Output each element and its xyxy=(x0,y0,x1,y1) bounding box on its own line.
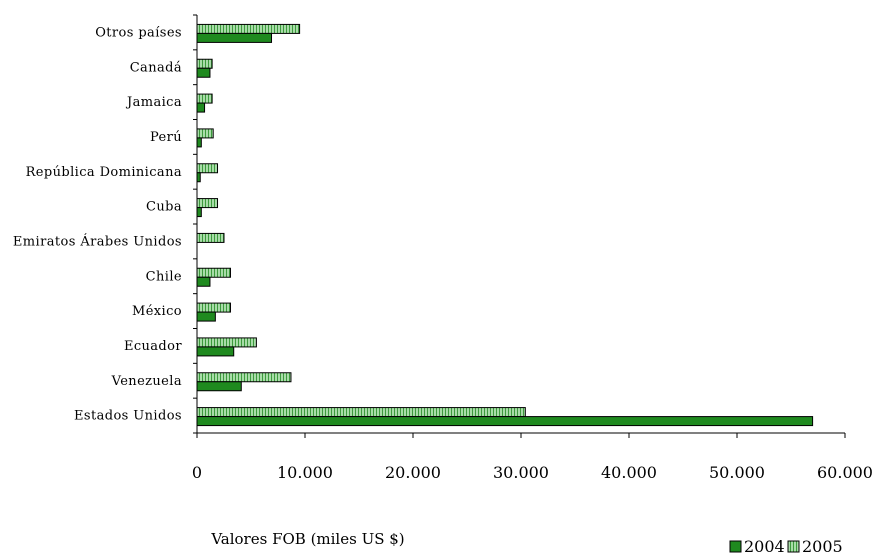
x-tick-label: 10.000 xyxy=(277,463,333,482)
category-label: Canadá xyxy=(130,60,182,75)
category-label: Estados Unidos xyxy=(74,409,182,424)
labels-layer: 0 10.000 20.000 30.000 40.000 50.000 60.000 Est… xyxy=(13,25,873,548)
bar-2004 xyxy=(196,346,235,357)
x-tick-label: 40.000 xyxy=(601,463,657,482)
bar-2004 xyxy=(196,207,202,218)
bar-2004 xyxy=(196,137,202,148)
bar-2004 xyxy=(196,416,814,427)
bar-2005 xyxy=(196,128,214,139)
bar-2004 xyxy=(196,381,242,392)
bar-2005 xyxy=(196,163,219,174)
bar-2004 xyxy=(196,172,201,183)
bar-2005 xyxy=(196,58,213,69)
x-tick-label: 20.000 xyxy=(385,463,441,482)
bar-2005 xyxy=(196,232,225,243)
legend-swatch-2004 xyxy=(729,540,742,553)
x-tick-label: 0 xyxy=(192,463,202,482)
bar-2005 xyxy=(196,267,231,278)
bar-2005 xyxy=(196,23,301,34)
bar-2004 xyxy=(196,67,211,78)
bar-2005 xyxy=(196,93,213,104)
legend-layer: 2004 2005 xyxy=(729,537,843,556)
x-axis-title: Valores FOB (miles US $) xyxy=(210,530,404,548)
bar-2005 xyxy=(196,198,219,209)
bar-2005 xyxy=(196,407,526,418)
legend-label-2004: 2004 xyxy=(744,537,785,553)
bar-2005 xyxy=(196,302,231,313)
category-label: Emiratos Árabes Unidos xyxy=(13,233,182,249)
category-label: México xyxy=(132,304,182,319)
category-label: Ecuador xyxy=(124,339,182,354)
category-label: Jamaica xyxy=(125,95,182,110)
bar-2004 xyxy=(196,32,273,43)
category-label: Cuba xyxy=(146,200,182,215)
category-label: Venezuela xyxy=(111,374,182,389)
category-label: Perú xyxy=(150,130,182,145)
axis-layer xyxy=(193,14,846,438)
bar-2004 xyxy=(196,311,216,322)
category-label: Chile xyxy=(146,269,182,284)
x-tick-label: 30.000 xyxy=(493,463,549,482)
legend-swatch-2005 xyxy=(787,540,800,553)
bar-2004 xyxy=(196,276,211,287)
category-label: Otros países xyxy=(95,25,182,40)
legend-label-2005: 2005 xyxy=(802,537,843,553)
x-tick-label: 60.000 xyxy=(817,463,873,482)
bar-2005 xyxy=(196,372,292,383)
bar-2005 xyxy=(196,337,257,348)
category-label: República Dominicana xyxy=(26,165,182,180)
x-tick-label: 50.000 xyxy=(709,463,765,482)
bar-2004 xyxy=(196,102,206,113)
bars-layer xyxy=(196,23,814,427)
